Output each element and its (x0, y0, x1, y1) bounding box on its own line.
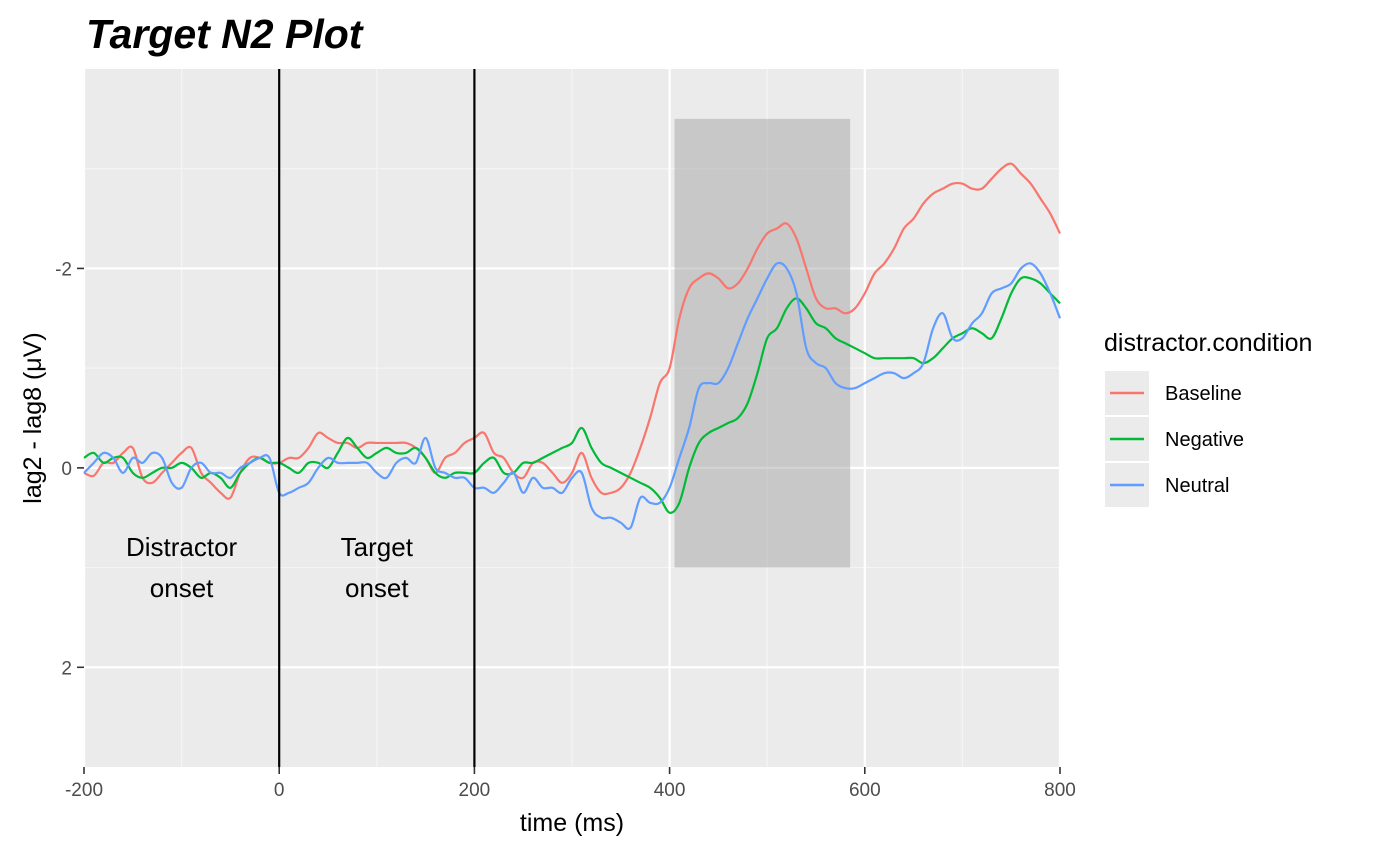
x-axis-title: time (ms) (520, 809, 624, 837)
shaded-rect (674, 118, 851, 568)
chart-title: Target N2 Plot (86, 11, 365, 57)
x-tick-label: 200 (459, 780, 491, 801)
legend-items: Baseline Negative Neutral (1105, 371, 1244, 507)
event-lines (278, 69, 476, 767)
x-tick-label: 0 (274, 780, 285, 801)
x-tick-label: 400 (654, 780, 686, 801)
series-layer (83, 162, 1062, 530)
x-tick-label: 600 (849, 780, 881, 801)
annotations: Distractor onset Target onset (126, 532, 414, 603)
y-axis-title: lag2 - lag8 (μV) (19, 332, 47, 503)
legend-label: Baseline (1165, 383, 1242, 405)
x-tick-label: -200 (65, 780, 103, 801)
legend-label: Neutral (1165, 475, 1229, 497)
legend-label: Negative (1165, 429, 1244, 451)
series-line-baseline (83, 162, 1061, 500)
shaded-region (674, 118, 851, 568)
x-tick-label: 800 (1044, 780, 1076, 801)
y-tick-label: -2 (55, 259, 72, 280)
annotation-text: onset (150, 573, 214, 603)
annotation-text: Distractor (126, 532, 238, 562)
y-tick-label: 0 (61, 459, 72, 480)
legend-title: distractor.condition (1104, 329, 1312, 357)
legend: distractor.condition Baseline Negative Neu… (1104, 329, 1312, 507)
series-line-neutral (83, 261, 1062, 530)
annotation-text: onset (345, 573, 409, 603)
y-tick-label: 2 (61, 658, 72, 679)
annotation-text: Target (341, 532, 414, 562)
axes: -200 0 200 400 600 800 -2 0 2 (55, 259, 1076, 801)
grid-minor (84, 69, 1060, 767)
